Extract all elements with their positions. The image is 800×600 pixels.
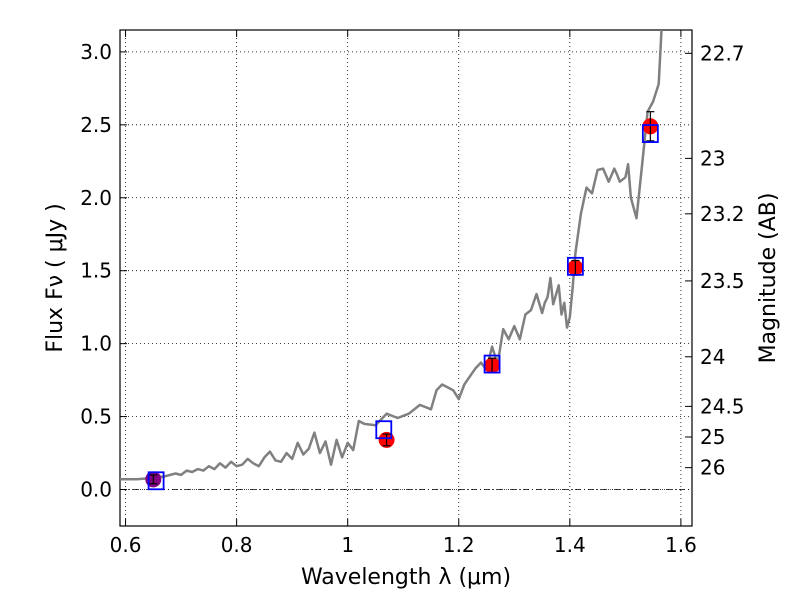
right-tick-label: 24 (700, 345, 725, 369)
model-point (483, 354, 501, 374)
axis-ticks (120, 30, 692, 526)
right-axis-label: Magnitude (AB) (756, 193, 781, 364)
x-tick-label: 1.2 (443, 533, 475, 557)
x-tick-label: 1 (341, 533, 354, 557)
model-point (641, 124, 659, 143)
right-tick-label: 26 (700, 456, 725, 480)
x-axis-label: Wavelength λ (μm) (301, 565, 511, 590)
y-tick-label: 3.0 (80, 40, 112, 64)
x-tick-label: 0.6 (110, 533, 142, 557)
model-point (375, 420, 393, 440)
spectrum-series (120, 29, 663, 481)
y-axis-label: Flux Fν ( μJy ) (43, 203, 68, 352)
x-tick-label: 1.6 (665, 533, 697, 557)
y-tick-label: 2.5 (80, 113, 112, 137)
y-tick-label: 0.5 (80, 405, 112, 429)
right-tick-label: 23.2 (700, 202, 745, 226)
right-tick-label: 25 (700, 425, 725, 449)
y-tick-label: 2.0 (80, 186, 112, 210)
plot-frame (119, 29, 693, 527)
y-tick-label: 0.0 (80, 478, 112, 502)
right-tick-label: 24.5 (700, 394, 745, 418)
tick-labels: 0.6 0.8 1 1.2 1.4 1.6 0.0 0.5 1.0 1.5 2.0 2.5 3.0 22.… (80, 40, 744, 557)
right-tick-label: 22.7 (700, 41, 745, 65)
grid-lines (120, 30, 692, 526)
y-tick-label: 1.5 (80, 259, 112, 283)
x-tick-label: 1.4 (554, 533, 586, 557)
model-point (566, 256, 584, 276)
x-tick-label: 0.8 (221, 533, 253, 557)
y-tick-label: 1.0 (80, 332, 112, 356)
right-tick-label: 23.5 (700, 269, 745, 293)
right-tick-label: 23 (700, 146, 725, 170)
photometry-markers (145, 111, 659, 491)
spectrum-line (120, 29, 663, 481)
model-point (147, 471, 165, 491)
